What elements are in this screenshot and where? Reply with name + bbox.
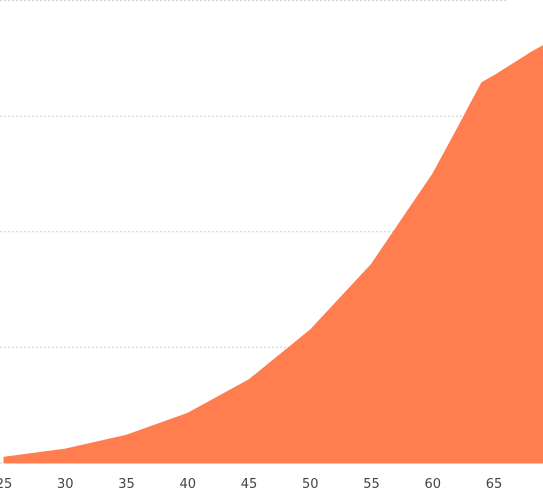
area-layer [3,45,543,464]
x-tick-label: 40 [179,477,196,492]
x-tick-label: 35 [118,477,135,492]
x-tick-label: 60 [424,477,441,492]
area-series [3,45,543,464]
x-tick-label: 30 [57,477,74,492]
x-tick-label: 65 [486,477,503,492]
x-axis-ticks: 253035404550556065707580859095100105 [0,477,503,492]
x-tick-label: 45 [241,477,258,492]
x-tick-label: 50 [302,477,319,492]
x-tick-label: 25 [0,477,12,492]
x-tick-label: 55 [363,477,380,492]
